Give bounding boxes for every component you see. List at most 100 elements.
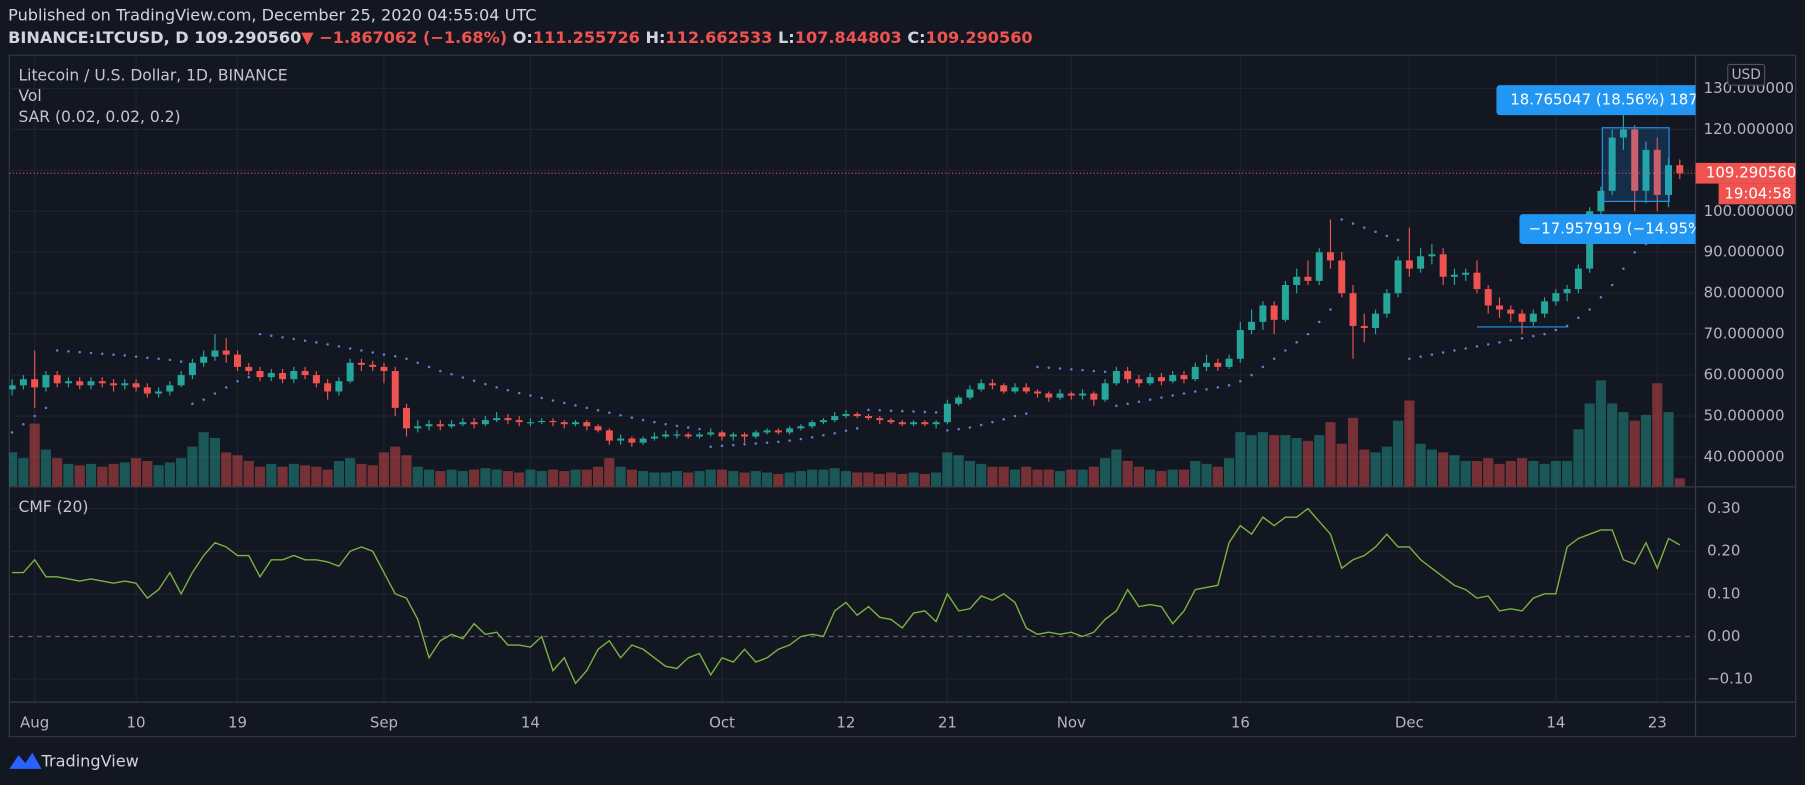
volume-bar <box>502 471 513 487</box>
sar-dot <box>1002 418 1005 421</box>
volume-bar <box>536 471 547 487</box>
sar-dot <box>529 394 532 397</box>
volume-bar <box>1325 422 1336 487</box>
y-tick-label: 70.000000 <box>1704 325 1785 343</box>
volume-bar <box>52 458 63 487</box>
x-tick-label: Nov <box>1057 713 1086 731</box>
candle-body <box>741 434 749 437</box>
candle-body <box>1270 305 1278 320</box>
sar-dot <box>1532 334 1535 338</box>
countdown: 19:04:58 <box>1724 184 1791 202</box>
volume-bar <box>976 463 987 487</box>
volume-bar <box>1516 458 1528 487</box>
volume-bar <box>1291 437 1302 487</box>
volume-bar <box>1246 435 1257 487</box>
volume-bar <box>1133 466 1144 487</box>
candle-body <box>1338 260 1346 294</box>
sar-dot <box>281 336 284 339</box>
volume-bar <box>1663 412 1674 487</box>
candle-body <box>335 381 343 392</box>
sar-dot <box>517 391 521 395</box>
candle-body <box>797 426 805 429</box>
volume-bar <box>401 455 412 487</box>
candle-body <box>662 434 670 437</box>
volume-bar <box>897 473 908 487</box>
sar-dot <box>472 379 476 383</box>
y-tick-label: 50.000000 <box>1704 407 1785 425</box>
sar-dot <box>1396 238 1400 242</box>
l-label: L: <box>778 27 795 46</box>
sar-dot <box>1250 373 1253 377</box>
candle-body <box>1067 393 1075 396</box>
volume-bar <box>29 423 40 487</box>
volume-bar <box>1483 458 1494 487</box>
volume-bar <box>1088 466 1099 487</box>
candle-body <box>808 422 816 427</box>
sar-dot <box>247 375 251 379</box>
sar-dot <box>1351 222 1355 225</box>
sar-dot <box>709 445 713 449</box>
sar-dot <box>641 418 645 422</box>
candle-body <box>1079 393 1087 396</box>
sar-dot <box>1227 384 1231 387</box>
sar-dot <box>1171 394 1174 397</box>
sar-dot <box>979 423 983 427</box>
candle-body <box>1541 301 1549 314</box>
volume-bar <box>232 455 243 487</box>
candle-body <box>132 383 140 388</box>
candle-body <box>1360 325 1368 328</box>
volume-bar <box>908 472 919 487</box>
volume-bar <box>1595 380 1606 487</box>
candle-body <box>932 422 940 425</box>
sar-dot <box>416 361 420 365</box>
cmf-line <box>12 507 1681 685</box>
sar-dot <box>1239 379 1242 383</box>
sar-dot <box>1509 339 1513 342</box>
sar-dot <box>484 382 487 386</box>
candle-body <box>1484 289 1492 306</box>
volume-bar <box>221 452 232 487</box>
volume-bar <box>1021 466 1032 487</box>
candle-body <box>1405 260 1413 269</box>
volume-bar <box>1381 446 1392 487</box>
brand: TradingView <box>41 751 139 770</box>
candle-body <box>853 413 861 417</box>
candle-body <box>301 370 309 376</box>
sar-dot <box>1622 267 1625 270</box>
candle-body <box>403 407 410 429</box>
sar-dot <box>901 409 904 413</box>
sar-dot <box>393 354 397 358</box>
volume-bar <box>615 466 626 487</box>
volume-bar <box>1122 460 1133 487</box>
candle-body <box>1417 256 1425 269</box>
x-tick-label: 14 <box>521 713 540 731</box>
y-tick-label: 100.000000 <box>1704 202 1794 220</box>
volume-bar <box>1223 458 1235 487</box>
sar-dot <box>822 434 825 437</box>
sar-dot <box>326 343 329 346</box>
candle-body <box>425 424 433 427</box>
candle-body <box>1157 377 1165 382</box>
sar-dot <box>686 426 690 429</box>
volume-bar <box>1077 469 1088 487</box>
sar-dot <box>371 351 374 354</box>
candle-body <box>1608 137 1616 191</box>
candle-body <box>369 364 377 367</box>
candle-body <box>1642 149 1650 191</box>
volume-bar <box>931 472 942 487</box>
sar-dot <box>1058 367 1062 370</box>
candle-body <box>1428 254 1436 257</box>
measure-label-box <box>1496 85 1696 116</box>
candle-body <box>695 434 703 437</box>
sar-dot <box>10 431 14 434</box>
volume-bar <box>1043 469 1054 487</box>
candle-body <box>1473 272 1481 290</box>
y-tick-label: 0.20 <box>1707 542 1740 560</box>
candle-body <box>1349 293 1357 326</box>
sar-dot <box>44 406 48 410</box>
volume-bar <box>187 446 198 487</box>
candle-body <box>1000 385 1008 392</box>
candle-body <box>515 420 523 423</box>
sar-dot <box>1385 234 1389 238</box>
